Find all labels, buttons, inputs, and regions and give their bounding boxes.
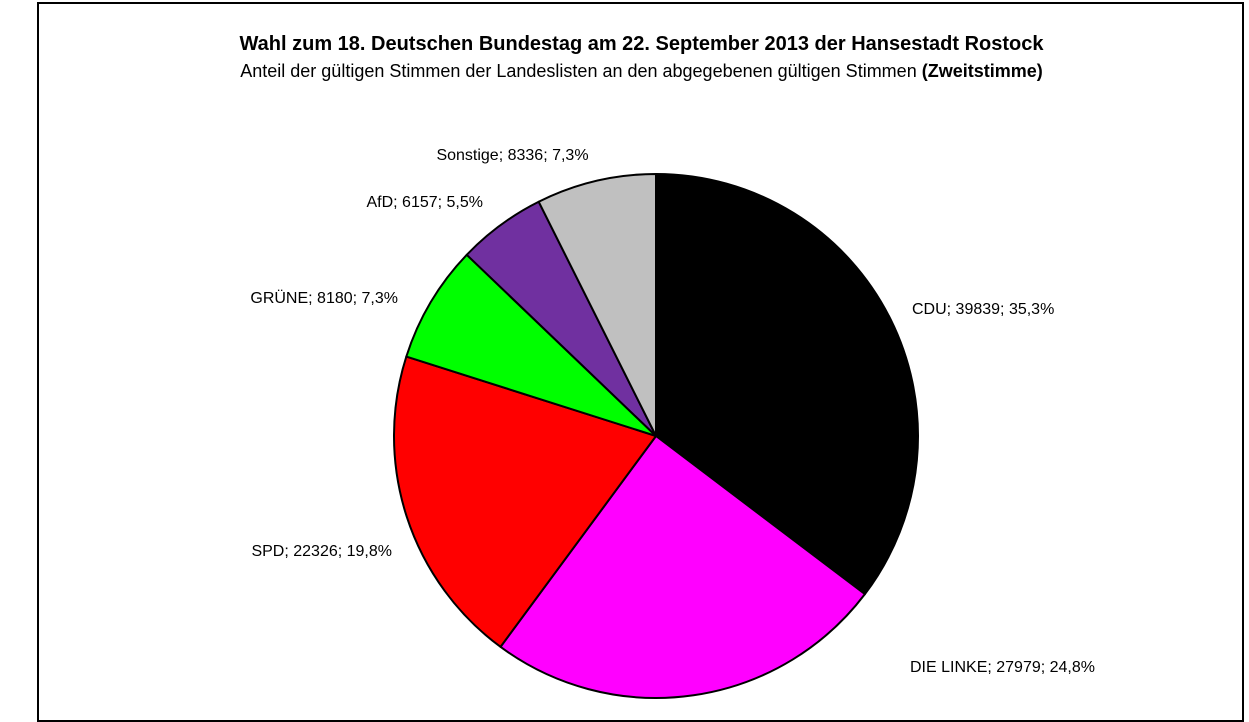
data-label: GRÜNE; 8180; 7,3% bbox=[250, 290, 398, 307]
pie-slice bbox=[655, 173, 919, 596]
pie-slice bbox=[393, 355, 657, 648]
data-label: AfD; 6157; 5,5% bbox=[366, 194, 483, 211]
chart-title: Wahl zum 18. Deutschen Bundestag am 22. … bbox=[239, 33, 1044, 55]
data-label: DIE LINKE; 27979; 24,8% bbox=[910, 659, 1095, 676]
subtitle-text: Anteil der gültigen Stimmen der Landesli… bbox=[240, 61, 917, 81]
pie-slice bbox=[537, 173, 657, 437]
pie-slice bbox=[405, 253, 657, 437]
data-label: CDU; 39839; 35,3% bbox=[912, 301, 1055, 318]
data-label: Sonstige; 8336; 7,3% bbox=[436, 147, 589, 164]
chart-subtitle: Anteil der gültigen Stimmen der Landesli… bbox=[37, 61, 1246, 82]
subtitle-emphasis: (Zweitstimme) bbox=[921, 61, 1043, 81]
pie-slice bbox=[499, 435, 866, 699]
data-label: SPD; 22326; 19,8% bbox=[251, 543, 392, 560]
